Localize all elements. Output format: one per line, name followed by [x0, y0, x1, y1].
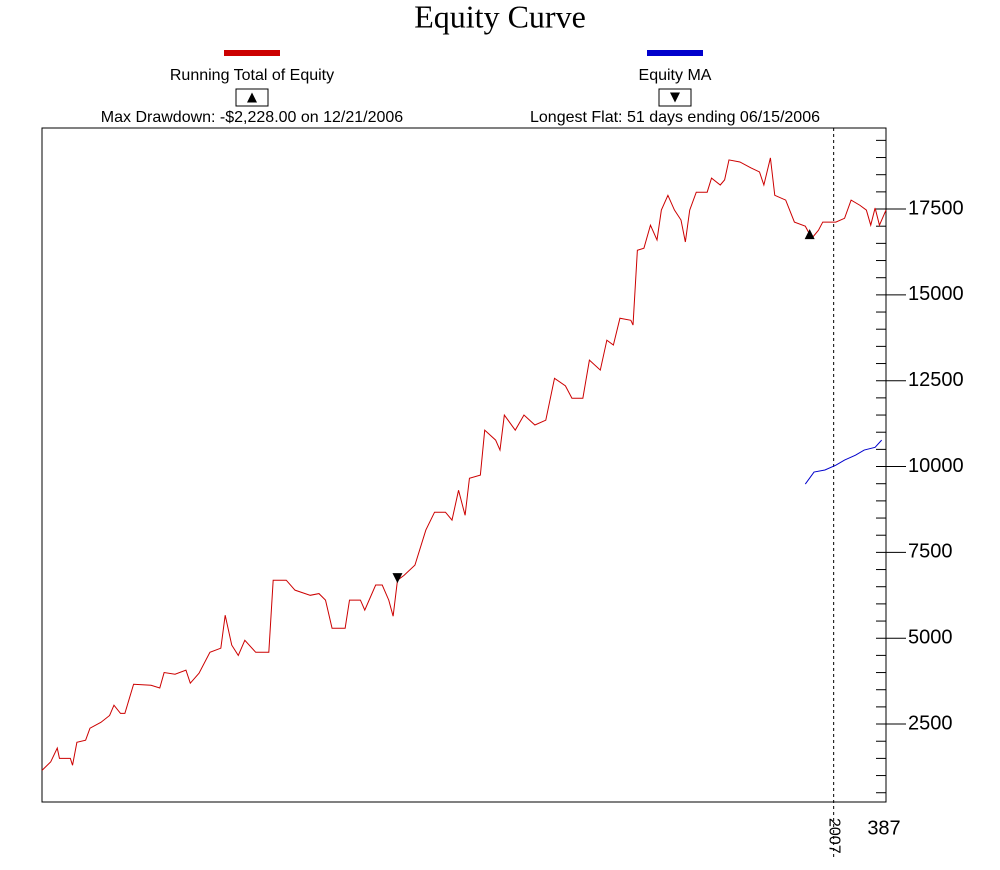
plot-frame	[41, 127, 887, 803]
x-tick-label: 2007	[825, 818, 842, 854]
event-marker	[804, 229, 815, 240]
legend-marker	[670, 92, 680, 103]
y-tick-label: 2500	[908, 712, 953, 734]
legend-swatch	[224, 50, 280, 56]
y-tick-label: 5000	[908, 627, 953, 649]
y-tick-label: 12500	[908, 369, 964, 391]
x-tick-label: 387	[867, 817, 900, 839]
chart-title: Equity Curve	[414, 0, 586, 34]
legend-label: Equity MA	[639, 67, 712, 84]
event-marker	[392, 573, 403, 584]
series-line	[804, 439, 883, 485]
y-tick-label: 17500	[908, 197, 964, 219]
y-tick-label: 15000	[908, 283, 964, 305]
annotation: Max Drawdown: -$2,228.00 on 12/21/2006	[101, 109, 404, 126]
annotation: Longest Flat: 51 days ending 06/15/2006	[530, 109, 820, 126]
y-tick-label: 10000	[908, 455, 964, 477]
legend-label: Running Total of Equity	[170, 67, 334, 84]
y-tick-label: 7500	[908, 541, 953, 563]
legend-marker	[247, 92, 257, 103]
series-line	[41, 157, 887, 771]
legend-swatch	[647, 50, 703, 56]
